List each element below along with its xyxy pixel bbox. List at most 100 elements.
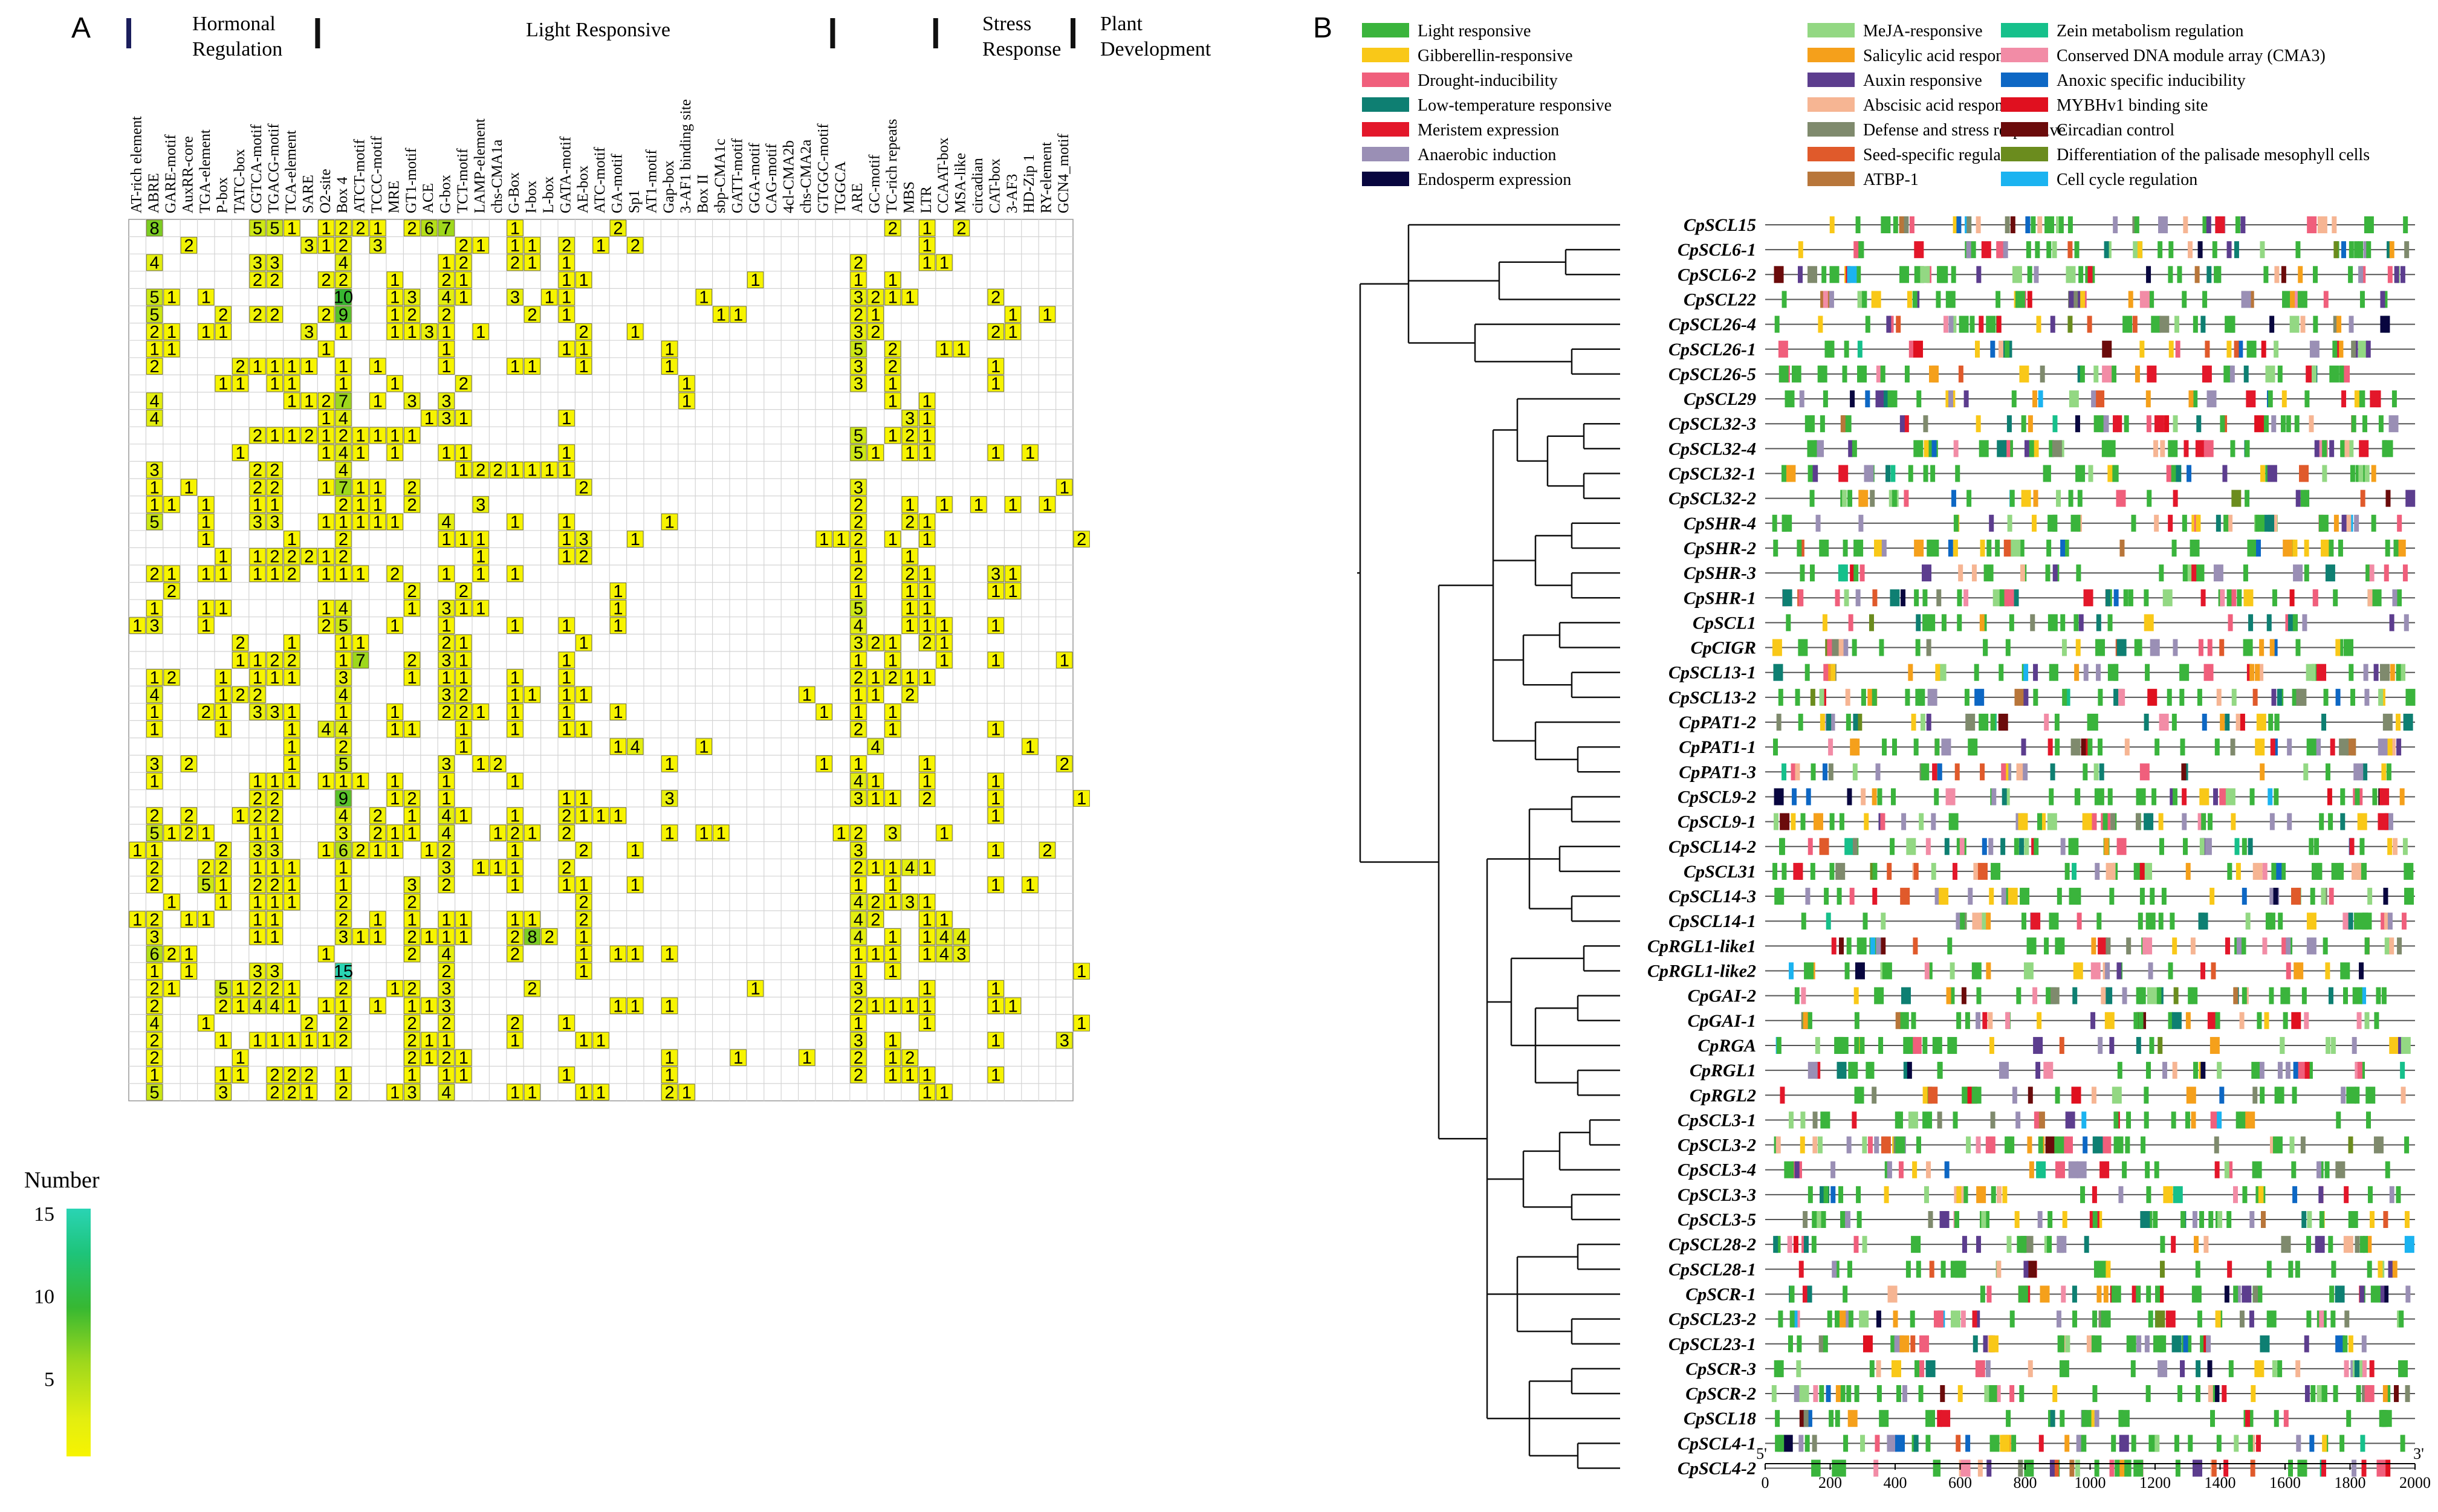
cis-element-mark [2269, 987, 2274, 1004]
heatmap-cell-value: 4 [339, 409, 348, 428]
heatmap-cell-value: 1 [1025, 444, 1035, 463]
cis-element-mark [1895, 1136, 1905, 1154]
cis-element-mark [1899, 1012, 1909, 1029]
cis-element-mark [2113, 216, 2118, 233]
cis-element-mark [2338, 539, 2343, 557]
cis-element-mark [2195, 1385, 2200, 1403]
cis-element-mark [1986, 962, 1991, 980]
heatmap-cell [953, 219, 970, 237]
cis-element-mark [2175, 340, 2180, 358]
heatmap-cell-value: 1 [922, 1083, 932, 1102]
cis-element-mark [2011, 390, 2017, 408]
heatmap-cell-value: 3 [441, 980, 451, 999]
cis-element-mark [2180, 1211, 2186, 1228]
cis-element-mark [2101, 1310, 2111, 1328]
cis-element-mark [2023, 688, 2029, 706]
heatmap-cell [403, 427, 421, 444]
heatmap-cell-value: 1 [287, 755, 297, 774]
cis-element-mark [1774, 266, 1784, 283]
cis-element-mark [1806, 788, 1811, 806]
heatmap-cell-value: 1 [1042, 496, 1052, 515]
cis-element-mark [2060, 1410, 2065, 1427]
cis-element-mark [2344, 639, 2354, 656]
cis-element-mark [2146, 266, 2151, 283]
heatmap-cell-value: 2 [270, 807, 279, 826]
heatmap-cell-value: 2 [339, 980, 348, 999]
cis-element-mark [2046, 539, 2052, 557]
cis-element-mark [2402, 838, 2408, 855]
heatmap-cell [300, 358, 317, 375]
cis-element-mark [1818, 1335, 1824, 1352]
gene-label: CpSCL28-2 [1668, 1235, 1756, 1255]
heatmap-cell [317, 427, 335, 444]
cis-element-mark [2358, 465, 2364, 482]
heatmap-cell-value: 1 [236, 980, 245, 999]
cis-element-mark [2283, 539, 2293, 557]
heatmap-cell [403, 219, 421, 237]
cis-element-mark [1951, 266, 1956, 283]
column-label: TGA-element [197, 129, 213, 213]
cis-element-mark [1809, 564, 1815, 582]
heatmap-cell-value: 1 [355, 496, 365, 515]
group-label-stress-line1: Stress [982, 13, 1031, 35]
gene-label: CpPAT1-3 [1679, 762, 1756, 782]
cis-element-mark [2354, 1360, 2359, 1377]
gene-label: CpSCL6-1 [1678, 240, 1756, 260]
heatmap-cell [403, 323, 421, 340]
heatmap-cell-value: 4 [253, 997, 262, 1016]
cis-element-mark [2304, 1012, 2309, 1029]
cis-element-mark [2219, 639, 2225, 656]
heatmap-cell [609, 219, 627, 237]
heatmap-cell-value: 2 [407, 928, 417, 947]
heatmap-cell-value: 1 [390, 271, 400, 290]
cis-element-mark [2387, 913, 2393, 930]
heatmap-cell-value: 1 [218, 893, 228, 913]
cis-element-mark [1862, 1136, 1867, 1154]
heatmap-cell-value: 1 [270, 910, 279, 929]
cis-element-mark [1800, 813, 1806, 830]
heatmap-cell [438, 392, 455, 410]
cis-element-mark [2349, 440, 2354, 457]
heatmap-cell-value: 2 [322, 616, 331, 636]
cis-element-mark [2388, 415, 2399, 433]
cis-element-mark [1990, 1111, 1995, 1129]
cis-element-mark [1793, 862, 1803, 880]
cis-element-mark [2095, 639, 2106, 656]
heatmap-cell [438, 219, 455, 237]
cis-element-mark [2216, 688, 2222, 706]
legend-swatch [1807, 23, 1855, 37]
heatmap-cell-value: 1 [733, 1048, 743, 1068]
cis-element-mark [2274, 788, 2279, 806]
cis-element-mark [1880, 365, 1885, 383]
cis-element-mark [1976, 987, 1982, 1004]
heatmap-cell-value: 1 [236, 444, 245, 463]
heatmap-cell [386, 271, 403, 288]
cis-element-mark [1999, 340, 2004, 358]
cis-element-mark [2139, 862, 2145, 880]
cis-element-mark [2171, 714, 2177, 731]
cis-element-mark [2405, 1285, 2411, 1303]
heatmap-cell-value: 1 [510, 616, 520, 636]
cis-element-mark [1976, 1236, 1982, 1253]
heatmap-cell-value: 3 [854, 980, 863, 999]
cis-element-mark [2005, 639, 2011, 656]
legend-swatch [1362, 97, 1409, 112]
gene-label: CpSCL29 [1684, 389, 1756, 409]
heatmap-cell [198, 323, 215, 340]
cis-element-mark [2332, 216, 2337, 233]
heatmap-cell-value: 1 [390, 513, 400, 532]
heatmap-cell-value: 2 [339, 236, 348, 256]
heatmap-cell-value: 2 [373, 824, 383, 843]
cis-element-mark [2397, 937, 2402, 955]
heatmap-cell-value: 1 [562, 530, 571, 549]
heatmap-cell-value: 1 [287, 720, 297, 740]
heatmap-cell-value: 1 [888, 928, 898, 947]
heatmap-cell [627, 323, 644, 340]
cis-element-mark [2339, 738, 2349, 756]
legend-label: Gibberellin-responsive [1418, 47, 1573, 65]
cis-element-mark [2272, 1136, 2283, 1154]
cis-element-mark [2226, 589, 2232, 607]
heatmap-cell [335, 271, 352, 288]
cis-element-mark [1919, 813, 1924, 830]
